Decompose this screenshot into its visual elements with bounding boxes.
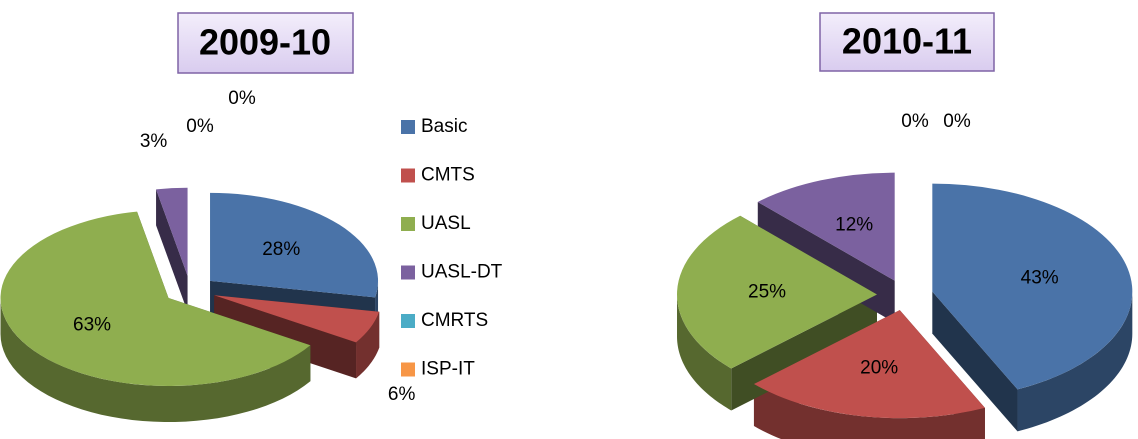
data-label: 6% <box>388 384 416 405</box>
data-label: 3% <box>140 131 168 152</box>
data-label: 43% <box>1021 268 1059 289</box>
legend-label: ISP-IT <box>421 359 475 380</box>
slice-side <box>677 294 732 411</box>
legend-swatch <box>401 217 415 231</box>
data-label: 0% <box>943 111 971 132</box>
legend-label: UASL-DT <box>421 262 503 283</box>
pie-tops <box>0 187 380 387</box>
slice-wall <box>932 291 1018 432</box>
pie-slice <box>0 211 311 387</box>
data-label: 0% <box>901 111 929 132</box>
pie-slice <box>932 183 1133 390</box>
pie-slice <box>214 295 380 343</box>
data-label: 0% <box>228 88 256 109</box>
pie-tops <box>677 172 1133 419</box>
legend-label: CMTS <box>421 165 475 186</box>
pie-slice <box>753 310 985 419</box>
data-label: 63% <box>73 314 111 335</box>
legend-swatch <box>401 120 415 134</box>
pie-slice <box>757 172 895 281</box>
legend-label: CMRTS <box>421 310 488 331</box>
data-label: 0% <box>186 116 214 137</box>
data-label: 12% <box>835 214 873 235</box>
title-box <box>177 12 354 74</box>
chart-title: 2009-10 <box>199 22 331 63</box>
legend-swatch <box>401 362 415 377</box>
data-label: 25% <box>748 282 786 303</box>
chart-title: 2010-11 <box>842 21 972 62</box>
pie-slice <box>156 187 188 276</box>
slice-side <box>0 298 311 423</box>
pie-slice <box>210 192 379 298</box>
title-box <box>819 12 995 72</box>
legend-label: UASL <box>421 213 471 234</box>
legend-swatch <box>401 265 415 280</box>
slice-side <box>753 384 985 439</box>
legend-label: Basic <box>421 116 467 137</box>
data-label: 28% <box>262 239 300 260</box>
data-label: 20% <box>860 357 898 378</box>
pie-slice <box>677 215 878 369</box>
slice-wall <box>156 189 188 312</box>
legend-swatch <box>401 168 415 183</box>
legend-swatch <box>401 314 415 328</box>
slice-side <box>356 311 380 379</box>
slice-side <box>1017 291 1133 432</box>
